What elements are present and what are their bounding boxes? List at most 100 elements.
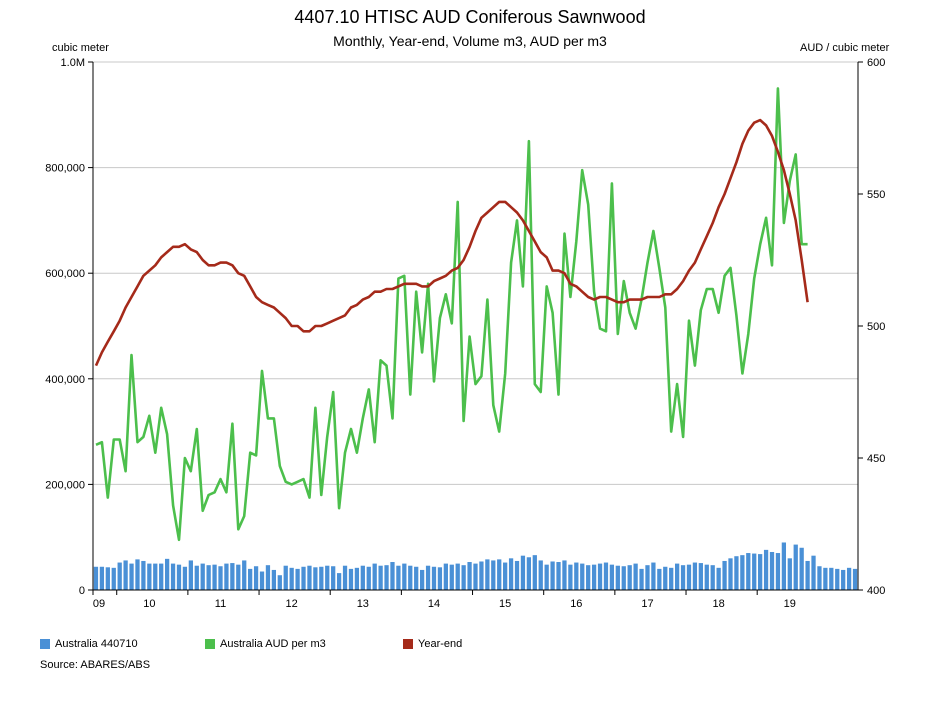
bar-volume: [331, 566, 336, 590]
legend-item-price[interactable]: Australia AUD per m3: [205, 638, 403, 650]
bar-volume: [603, 562, 609, 590]
y-right-tick-label: 400: [867, 585, 885, 597]
bar-volume: [129, 563, 134, 590]
bar-volume: [799, 547, 804, 590]
bar-volume: [206, 565, 211, 590]
line-price: [95, 87, 808, 542]
bar-volume: [835, 568, 840, 590]
legend-label-year-end: Year-end: [418, 638, 463, 650]
bar-volume: [591, 564, 597, 590]
bar-volume: [360, 565, 365, 590]
bar-volume: [479, 561, 484, 590]
bar-volume: [230, 563, 235, 590]
y-axis-right-label: AUD / cubic meter: [800, 42, 890, 54]
bar-volume: [212, 564, 217, 590]
x-tick-label: 19: [784, 598, 796, 610]
legend-item-year-end[interactable]: Year-end: [403, 638, 462, 650]
y-left-tick-label: 800,000: [45, 163, 85, 175]
bar-volume: [354, 567, 360, 590]
source-note: Source: ABARES/ABS: [40, 659, 151, 671]
bar-volume: [633, 563, 638, 590]
bar-volume: [627, 565, 632, 590]
bar-volume: [372, 563, 377, 590]
x-tick-label: 13: [357, 598, 369, 610]
bar-volume: [123, 560, 128, 590]
bar-volume: [586, 565, 591, 590]
bar-volume: [419, 569, 425, 590]
bar-volume: [544, 564, 549, 590]
bar-volume: [99, 566, 105, 590]
bar-volume: [301, 566, 306, 590]
legend: Australia 440710 Australia AUD per m3 Ye…: [40, 638, 462, 650]
bar-volume: [817, 566, 822, 590]
bar-volume: [615, 565, 620, 590]
line-year-end: [94, 118, 809, 367]
bar-volume: [319, 566, 324, 590]
x-tick-label: 10: [143, 598, 155, 610]
chart-title: 4407.10 HTISC AUD Coniferous Sawnwood: [294, 7, 646, 27]
bar-volume: [378, 565, 383, 590]
bar-volume: [734, 556, 739, 590]
bar-volume: [200, 563, 205, 590]
bar-volume: [568, 564, 573, 590]
x-tick-label: 09: [93, 598, 105, 610]
y-left-tick-label: 0: [79, 585, 85, 597]
bar-volume: [218, 566, 223, 590]
x-tick-label: 14: [428, 598, 440, 610]
bar-volume: [829, 567, 834, 590]
bar-volume: [722, 560, 727, 590]
bar-volume: [159, 563, 164, 590]
bar-volume: [485, 559, 490, 590]
bar-volume: [538, 560, 543, 590]
y-right-tick-label: 550: [867, 189, 885, 201]
bar-volume: [443, 563, 448, 590]
x-tick-label: 16: [570, 598, 582, 610]
bar-volume: [414, 566, 419, 590]
bar-volume: [710, 565, 715, 590]
bar-volume: [176, 564, 182, 590]
bar-volume: [289, 567, 294, 590]
legend-label-volume: Australia 440710: [55, 638, 138, 650]
bar-volume: [680, 565, 686, 590]
y-left-tick-label: 1.0M: [61, 57, 85, 69]
bar-volume: [639, 568, 644, 590]
bar-volume: [313, 567, 318, 590]
bar-volume: [651, 562, 656, 590]
bar-volume: [248, 568, 253, 590]
x-tick-label: 18: [713, 598, 725, 610]
legend-swatch-volume: [40, 639, 50, 649]
y-left-tick-label: 200,000: [45, 479, 85, 491]
bar-volume: [526, 557, 532, 590]
bar-volume: [455, 563, 460, 590]
bar-volume: [686, 564, 692, 590]
bar-volume: [461, 565, 466, 590]
bar-volume: [105, 567, 110, 590]
bar-volume: [348, 568, 354, 590]
bar-volume: [111, 567, 116, 590]
bar-volume: [823, 567, 828, 590]
bar-volume: [805, 560, 810, 590]
y-left-tick-label: 600,000: [45, 268, 85, 280]
bar-volume: [473, 563, 478, 590]
bar-volume: [425, 565, 431, 590]
bar-volume: [574, 562, 579, 590]
bar-volume: [164, 558, 170, 590]
bar-volume: [657, 568, 662, 590]
bar-volume: [562, 560, 567, 590]
bar-volume: [431, 566, 437, 590]
bar-volume: [147, 563, 152, 590]
bar-volume: [336, 573, 342, 590]
bar-volume: [852, 568, 858, 590]
bar-volume: [811, 555, 816, 590]
bar-volume: [467, 562, 472, 590]
bar-volume: [793, 544, 798, 590]
legend-item-volume[interactable]: Australia 440710: [40, 638, 205, 650]
bar-volume: [669, 567, 674, 590]
bar-volume: [841, 569, 846, 590]
bar-volume: [508, 558, 514, 590]
bar-volume: [242, 560, 247, 590]
bar-volume: [692, 562, 698, 590]
bar-volume: [259, 571, 265, 590]
bar-volume: [135, 559, 140, 590]
